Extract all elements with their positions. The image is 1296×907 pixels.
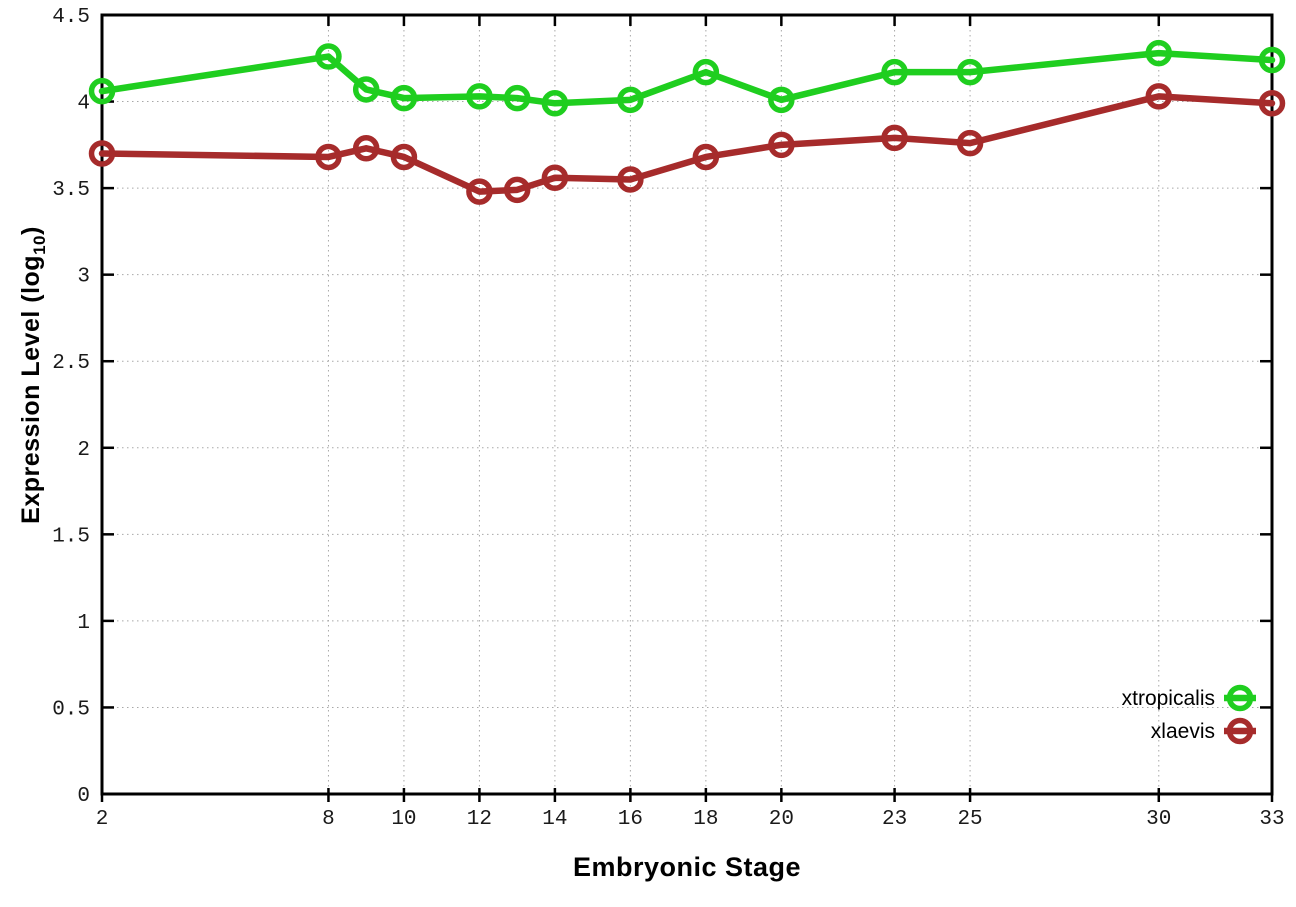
y-tick-label: 2: [77, 439, 90, 462]
x-tick-label: 2: [96, 808, 109, 831]
x-tick-label: 10: [391, 808, 416, 831]
x-tick-label: 25: [957, 808, 982, 831]
data-point-xlaevis-20: [768, 131, 795, 159]
y-axis-title-suffix: ): [17, 226, 45, 235]
y-axis-title: Expression Level (log10): [17, 75, 51, 675]
data-point-xtropicalis-13: [503, 84, 531, 112]
data-point-xtropicalis-12: [466, 83, 493, 110]
x-axis-title: Embryonic Stage: [572, 852, 802, 882]
y-tick-label: 2.5: [52, 352, 90, 375]
series-line-xlaevis: [98, 93, 1276, 195]
data-point-xlaevis-33: [1258, 90, 1286, 117]
data-point-xlaevis-25: [956, 129, 984, 157]
data-point-xlaevis-14: [541, 164, 569, 191]
y-tick-label: 0: [77, 785, 90, 808]
x-tick-label: 16: [618, 808, 643, 831]
data-point-xlaevis-23: [881, 124, 908, 152]
x-tick-label: 33: [1259, 808, 1284, 831]
data-point-xtropicalis-8: [315, 43, 342, 70]
data-point-xlaevis-9: [352, 135, 380, 162]
y-tick-label: 0.5: [52, 698, 90, 721]
data-point-xtropicalis-10: [390, 84, 418, 112]
data-point-xlaevis-16: [617, 166, 644, 193]
legend-marker-xtropicalis: [1226, 684, 1254, 712]
x-tick-label: 8: [322, 808, 335, 831]
y-tick-label: 3: [77, 266, 90, 289]
data-point-xlaevis-12: [466, 178, 493, 205]
data-point-xtropicalis-30: [1145, 39, 1173, 67]
plot-border: [100, 13, 1274, 796]
data-point-xlaevis-2: [88, 140, 116, 167]
x-tick-label: 14: [542, 808, 567, 831]
legend-label-xlaevis: xlaevis: [1151, 720, 1215, 743]
x-tick-label: 30: [1146, 808, 1171, 831]
data-point-xtropicalis-16: [617, 86, 644, 114]
x-tick-label: 12: [467, 808, 492, 831]
data-point-xlaevis-10: [390, 143, 418, 171]
x-tick-label: 18: [693, 808, 718, 831]
y-axis-title-text: Expression Level (log: [17, 254, 45, 524]
data-point-xlaevis-18: [692, 143, 720, 171]
data-point-xtropicalis-23: [881, 58, 908, 86]
data-point-xtropicalis-18: [692, 58, 720, 86]
legend-marker-xlaevis: [1226, 717, 1254, 745]
data-point-xtropicalis-20: [768, 86, 795, 114]
data-point-xlaevis-13: [503, 176, 531, 204]
y-tick-label: 3.5: [52, 179, 90, 202]
y-tick-label: 4.5: [52, 6, 90, 29]
data-point-xtropicalis-33: [1258, 46, 1286, 74]
y-tick-label: 1.5: [52, 525, 90, 548]
x-tick-label: 23: [882, 808, 907, 831]
legend-label-xtropicalis: xtropicalis: [1122, 687, 1215, 710]
series-line-xtropicalis: [98, 49, 1276, 107]
data-point-xlaevis-30: [1145, 83, 1173, 110]
y-tick-label: 4: [77, 93, 90, 116]
data-point-xtropicalis-25: [956, 58, 984, 86]
data-point-xlaevis-8: [315, 143, 342, 171]
x-tick-label: 20: [769, 808, 794, 831]
y-tick-label: 1: [77, 612, 90, 635]
data-point-xtropicalis-9: [352, 76, 380, 103]
data-point-xtropicalis-14: [541, 90, 569, 117]
data-point-xtropicalis-2: [88, 77, 116, 105]
y-axis-title-subscript: 10: [30, 235, 49, 255]
